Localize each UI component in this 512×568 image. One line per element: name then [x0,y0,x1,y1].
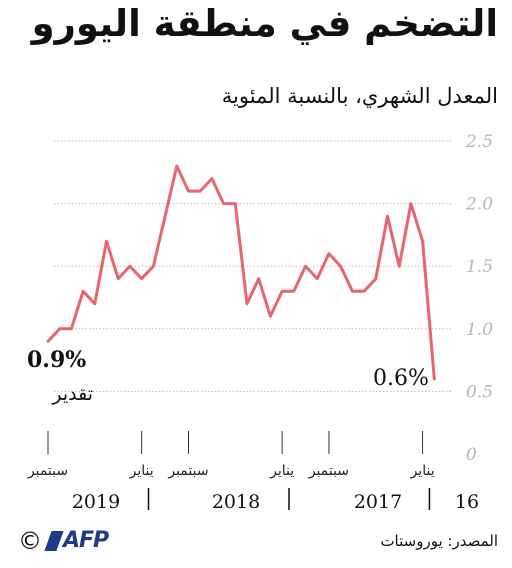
y-tick-label: 0 [466,445,477,465]
y-tick-label: 1.0 [466,320,493,340]
month-label: يناير [129,463,154,479]
series-lines [46,164,436,381]
y-tick-label: 2.0 [465,195,493,215]
y-tick-label: 1.5 [466,257,493,277]
y-axis-ticks: 0 0.5 1.0 1.5 2.0 2.5 [465,132,493,465]
year-label: 2017 [354,491,402,513]
annotation-estimate-note: تقدير [51,383,93,405]
y-tick-label: 2.5 [465,132,493,152]
afp-logo: AFP [44,528,109,553]
afp-logo-text: AFP [63,528,109,553]
afp-logo-block: © AFP [18,526,109,555]
month-label: يناير [410,463,435,479]
chart-title: التضخم في منطقة اليورو [31,2,498,45]
chart-subtitle: المعدل الشهري، بالنسبة المئوية [221,84,498,108]
year-label: 2019 [72,491,120,513]
source-note: المصدر: يوروستات [380,532,498,550]
month-label: يناير [269,463,294,479]
annotation-estimate-value: 0.9% [27,347,86,373]
year-label: 16 [455,491,479,513]
y-tick-label: 0.5 [466,382,493,402]
annotations: 0.6% 0.9% تقدير [27,347,429,405]
month-label: سبتمبر [27,463,68,479]
x-axis: يناير سبتمبر يناير سبتمبر يناير سبتمبر 16 2017 2… [27,431,479,513]
copyright-icon: © [18,526,42,555]
annotation-last-value: 0.6% [373,366,429,391]
month-label: سبتمبر [167,463,208,479]
year-label: 2018 [212,491,260,513]
afp-slash-icon [44,530,64,551]
month-label: سبتمبر [308,463,349,479]
series-line [46,164,436,381]
